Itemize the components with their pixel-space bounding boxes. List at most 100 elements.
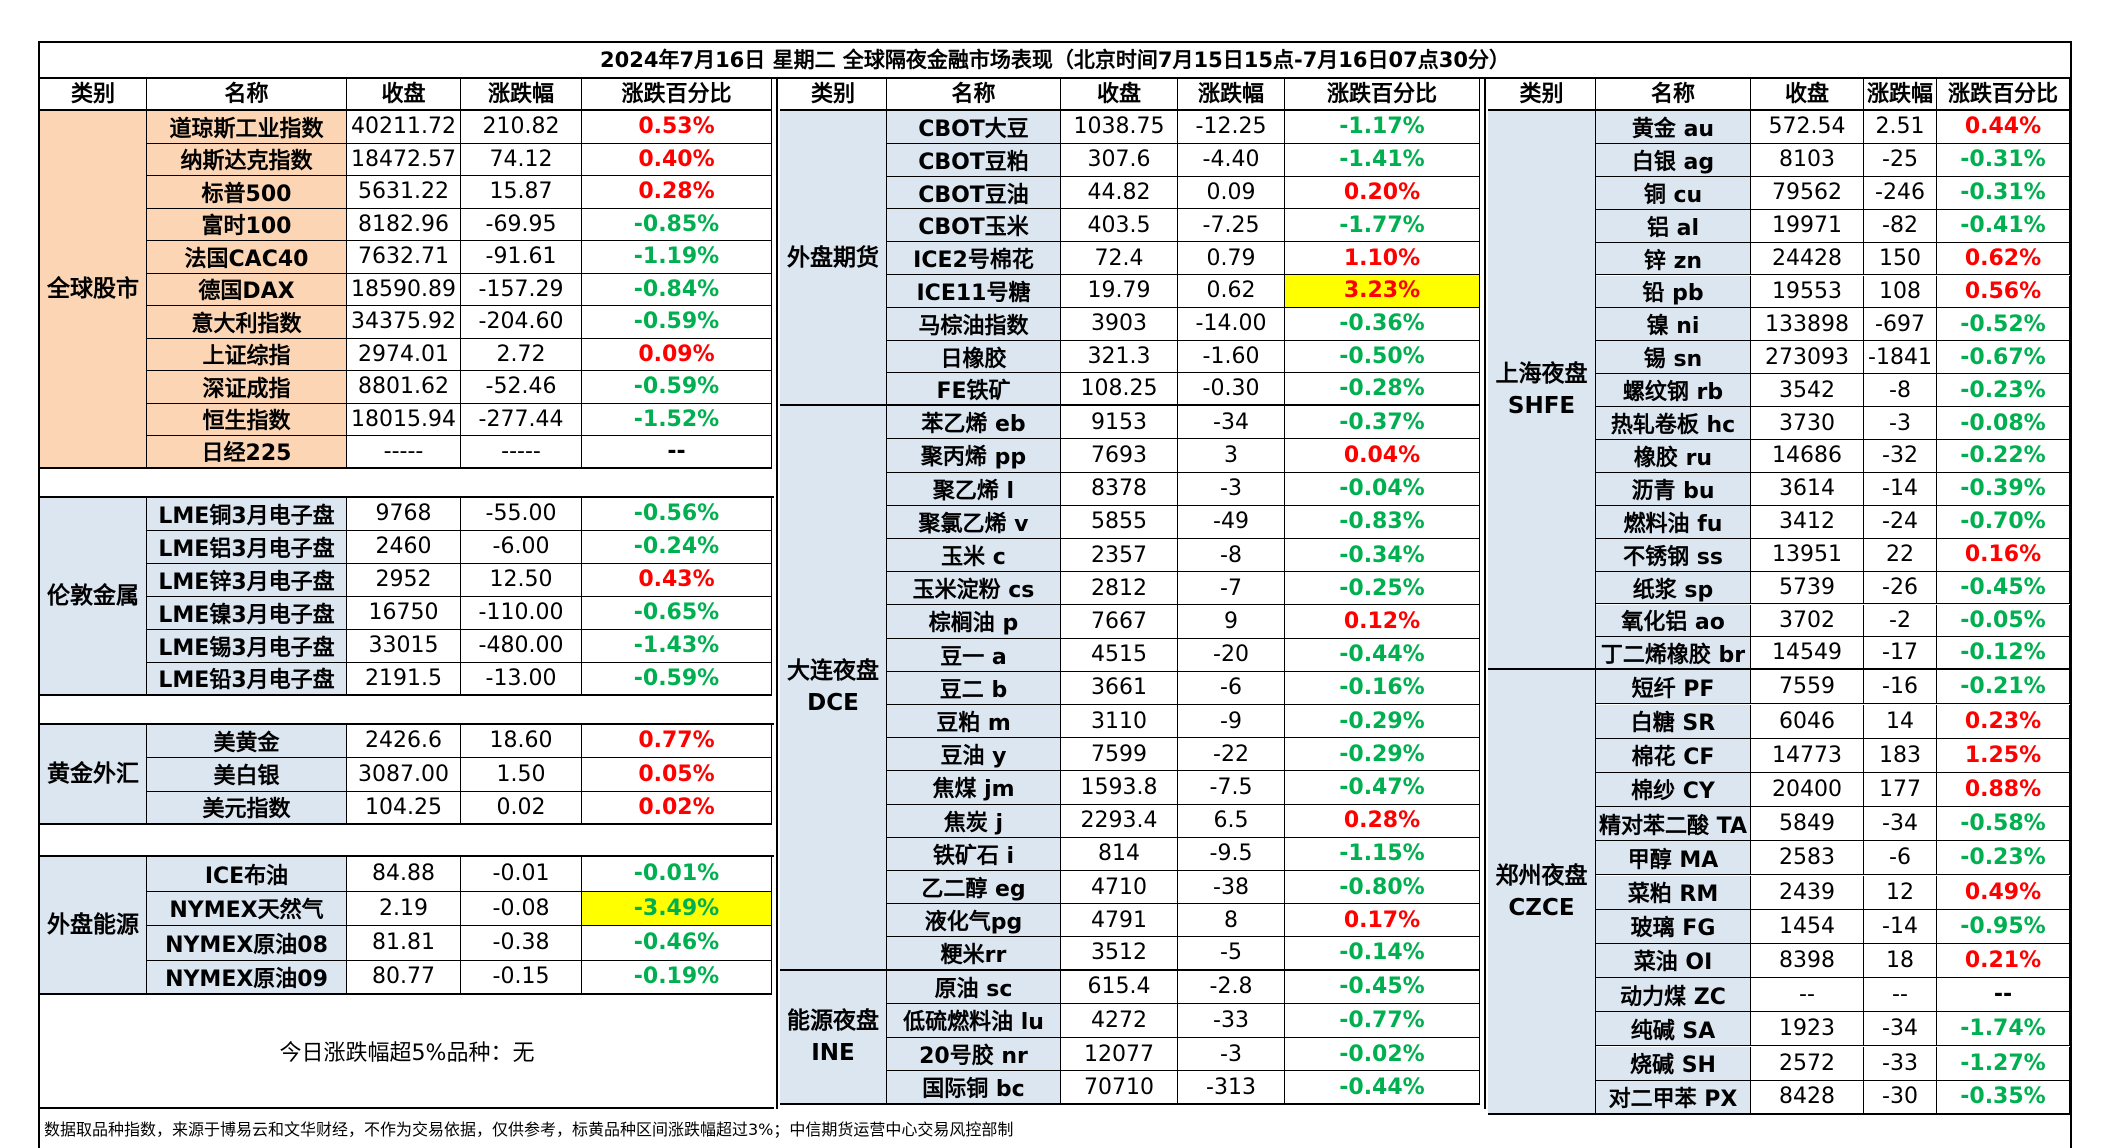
percent-change: 0.02% (582, 791, 772, 825)
close-value: 81.81 (347, 926, 461, 961)
percent-change: 0.09% (582, 338, 772, 371)
table-header: 类别 名称 收盘 涨跌幅 涨跌百分比 (780, 79, 1480, 111)
percent-change: -0.22% (1937, 440, 2070, 473)
percent-change: 3.23% (1285, 275, 1480, 308)
table-row: 铜 cu 79562 -246 -0.31% (1596, 176, 2070, 210)
table-row: LME铝3月电子盘 2460 -6.00 -0.24% (147, 530, 772, 564)
percent-change: -0.83% (1285, 505, 1480, 539)
close-value: 3903 (1061, 307, 1178, 341)
close-value: 4710 (1061, 871, 1178, 905)
percent-change: -0.23% (1937, 374, 2070, 408)
change-value: -26 (1864, 571, 1937, 605)
change-value: -38 (1178, 871, 1285, 905)
percent-change: 0.88% (1937, 772, 2070, 808)
table-row: 锡 sn 273093 -1841 -0.67% (1596, 341, 2070, 375)
instrument-name: 日橡胶 (887, 340, 1061, 374)
percent-change: 1.25% (1937, 738, 2070, 773)
table-row: 日橡胶 321.3 -1.60 -0.50% (887, 340, 1480, 374)
change-value: -25 (1864, 143, 1937, 177)
change-value: -24 (1864, 505, 1937, 539)
instrument-name: 棕榈油 p (887, 605, 1061, 639)
close-value: 18015.94 (347, 403, 461, 436)
close-value: 70710 (1061, 1071, 1178, 1105)
close-value: 9768 (347, 497, 461, 531)
percent-change: 0.44% (1937, 111, 2070, 144)
close-value: 12077 (1061, 1037, 1178, 1072)
category-cell: 大连夜盘 DCE (780, 406, 887, 971)
table-row: 美白银 3087.00 1.50 0.05% (147, 758, 772, 792)
change-value: -14 (1864, 909, 1937, 944)
change-value: -34 (1178, 406, 1285, 440)
close-value: 24428 (1751, 242, 1864, 276)
table-header: 类别 名称 收盘 涨跌幅 涨跌百分比 (1488, 79, 2070, 111)
table-row: LME锌3月电子盘 2952 12.50 0.43% (147, 563, 772, 597)
column-divider (776, 79, 778, 1109)
instrument-name: 聚丙烯 pp (887, 439, 1061, 473)
table-row: 菜粕 RM 2439 12 0.49% (1596, 875, 2070, 910)
close-value: 7693 (1061, 439, 1178, 473)
table-row: 豆一 a 4515 -20 -0.44% (887, 638, 1480, 672)
close-value: 72.4 (1061, 242, 1178, 275)
percent-change: 0.28% (1285, 804, 1480, 838)
change-value: -0.15 (461, 960, 582, 995)
percent-change: -0.59% (582, 306, 772, 339)
change-value: 210.82 (461, 111, 582, 144)
percent-change: 0.20% (1285, 176, 1480, 210)
table-row: 纸浆 sp 5739 -26 -0.45% (1596, 571, 2070, 605)
change-value: -7.25 (1178, 209, 1285, 243)
percent-change: -0.58% (1937, 807, 2070, 842)
header-category: 类别 (1488, 79, 1596, 111)
sheet-title: 2024年7月16日 星期二 全球隔夜金融市场表现（北京时间7月15日15点-7… (40, 43, 2070, 79)
table-row: 热轧卷板 hc 3730 -3 -0.08% (1596, 407, 2070, 440)
close-value: 3512 (1061, 937, 1178, 971)
change-value: -8 (1178, 539, 1285, 573)
instrument-name: LME铜3月电子盘 (147, 497, 347, 531)
change-value: 12 (1864, 875, 1937, 910)
percent-change: -0.59% (582, 662, 772, 696)
table-row: 20号胶 nr 12077 -3 -0.02% (887, 1037, 1480, 1072)
percent-change: -0.25% (1285, 572, 1480, 606)
instrument-name: 不锈钢 ss (1596, 538, 1751, 572)
table-row: CBOT大豆 1038.75 -12.25 -1.17% (887, 111, 1480, 144)
percent-change: -0.41% (1937, 209, 2070, 243)
change-value: 2.51 (1864, 111, 1937, 144)
table-row: 棉纱 CY 20400 177 0.88% (1596, 772, 2070, 808)
instrument-name: LME铅3月电子盘 (147, 662, 347, 696)
close-value: 615.4 (1061, 970, 1178, 1005)
close-value: 16750 (347, 596, 461, 630)
close-value: 3542 (1751, 374, 1864, 408)
percent-change: 0.56% (1937, 275, 2070, 309)
instrument-name: 苯乙烯 eb (887, 406, 1061, 440)
change-value: -157.29 (461, 273, 582, 306)
instrument-name: 甲醇 MA (1596, 841, 1751, 876)
header-category: 类别 (40, 79, 147, 111)
instrument-name: LME铝3月电子盘 (147, 530, 347, 564)
instrument-name: 粳米rr (887, 937, 1061, 971)
table-row: CBOT豆油 44.82 0.09 0.20% (887, 176, 1480, 210)
table-row: 燃料油 fu 3412 -24 -0.70% (1596, 505, 2070, 539)
change-value: -3 (1864, 407, 1937, 440)
table-row: 螺纹钢 rb 3542 -8 -0.23% (1596, 374, 2070, 408)
change-value: -0.08 (461, 891, 582, 926)
table-row: 焦煤 jm 1593.8 -7.5 -0.47% (887, 771, 1480, 805)
instrument-name: 美白银 (147, 758, 347, 792)
change-value: 18 (1864, 943, 1937, 979)
close-value: ----- (347, 436, 461, 469)
change-value: -0.30 (1178, 373, 1285, 407)
close-value: 4791 (1061, 904, 1178, 938)
table-row: FE铁矿 108.25 -0.30 -0.28% (887, 373, 1480, 407)
change-value: -33 (1178, 1004, 1285, 1038)
header-name: 名称 (887, 79, 1061, 111)
instrument-name: 豆油 y (887, 738, 1061, 772)
table-row: 豆二 b 3661 -6 -0.16% (887, 671, 1480, 705)
table-row: ICE11号糖 19.79 0.62 3.23% (887, 275, 1480, 308)
instrument-name: 锌 zn (1596, 242, 1751, 276)
column-divider (1484, 79, 1486, 1109)
close-value: 7599 (1061, 738, 1178, 772)
percent-change: 0.17% (1285, 904, 1480, 938)
percent-change: 0.62% (1937, 242, 2070, 276)
change-value: -91.61 (461, 241, 582, 274)
instrument-name: 深证成指 (147, 371, 347, 404)
instrument-name: 黄金 au (1596, 111, 1751, 144)
percent-change: 0.04% (1285, 439, 1480, 473)
